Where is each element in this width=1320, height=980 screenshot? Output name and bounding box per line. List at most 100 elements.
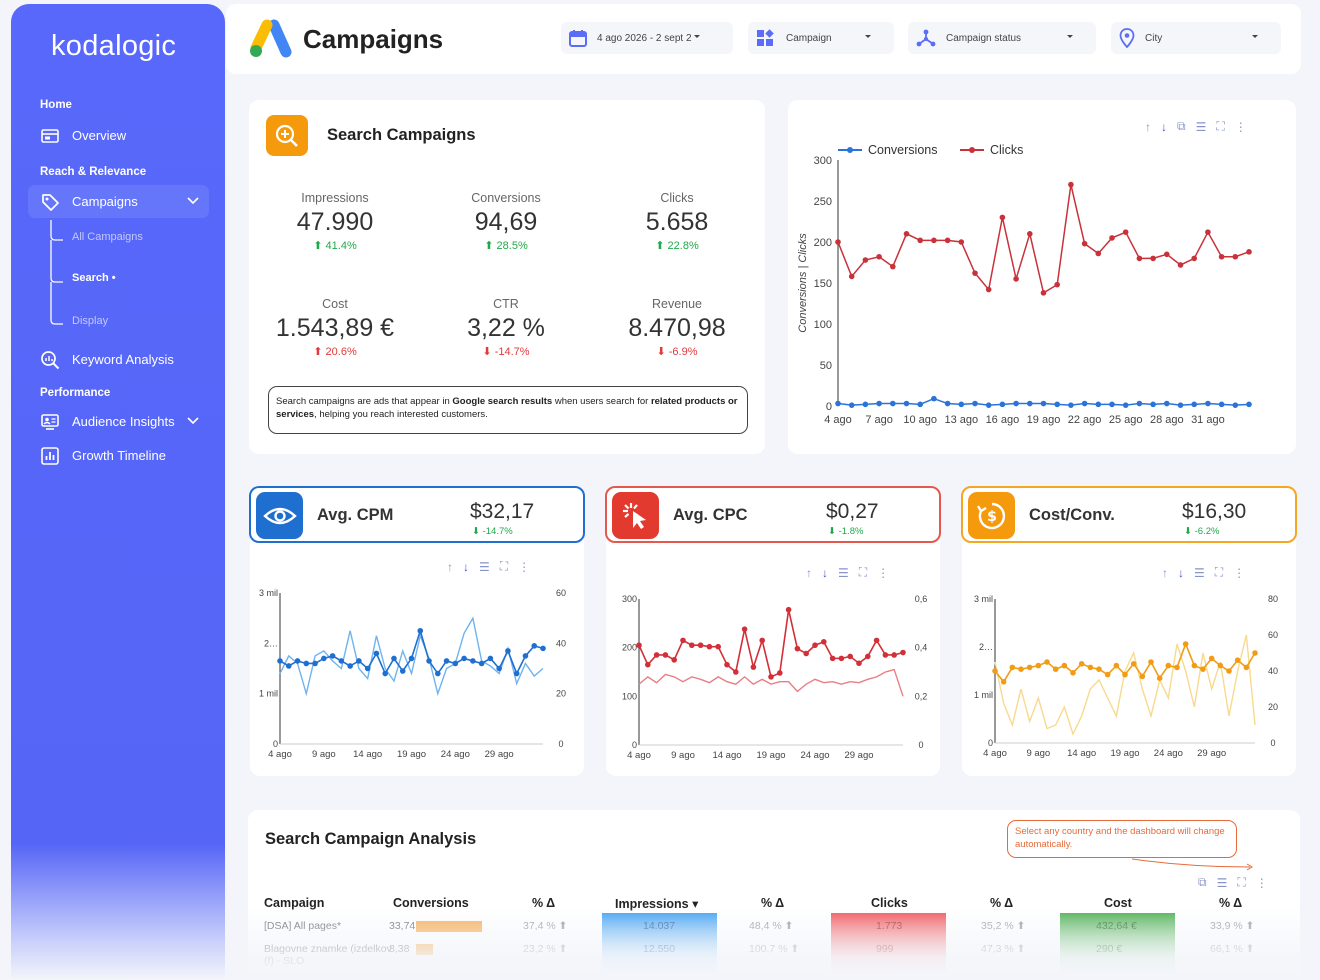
primary-point[interactable] xyxy=(697,642,704,649)
conversions-point[interactable] xyxy=(876,400,882,407)
clicks-point[interactable] xyxy=(1095,250,1102,257)
clicks-point[interactable] xyxy=(1013,276,1019,282)
primary-point[interactable] xyxy=(856,660,862,667)
conversions-point[interactable] xyxy=(1191,401,1197,408)
col-header-cost[interactable]: Cost xyxy=(1104,896,1132,910)
more-icon[interactable]: ⋮ xyxy=(1234,119,1247,134)
primary-point[interactable] xyxy=(312,660,318,667)
primary-point[interactable] xyxy=(461,655,467,662)
primary-point[interactable] xyxy=(1156,675,1163,681)
col-header-conversions[interactable]: Conversions xyxy=(393,896,469,910)
avg-cpc-card[interactable]: Avg. CPC $0,27 ⬇ -1.8% xyxy=(605,486,941,543)
sidebar-item-keyword[interactable]: Keyword Analysis xyxy=(28,343,209,376)
more-icon[interactable]: ⋮ xyxy=(518,559,531,574)
primary-point[interactable] xyxy=(329,653,336,659)
primary-point[interactable] xyxy=(1174,664,1180,671)
primary-point[interactable] xyxy=(645,661,651,668)
primary-point[interactable] xyxy=(662,652,669,658)
clicks-point[interactable] xyxy=(835,239,841,245)
col-header-conv-delta[interactable]: % Δ xyxy=(532,896,556,910)
primary-point[interactable] xyxy=(452,660,459,667)
primary-point[interactable] xyxy=(1000,679,1007,685)
clicks-point[interactable] xyxy=(1122,229,1129,235)
primary-point[interactable] xyxy=(1122,671,1128,678)
sort-up-icon[interactable]: ↑ xyxy=(1162,565,1168,580)
primary-point[interactable] xyxy=(1148,659,1154,665)
primary-point[interactable] xyxy=(505,648,511,654)
primary-point[interactable] xyxy=(1234,657,1241,663)
clicks-point[interactable] xyxy=(890,263,896,270)
primary-point[interactable] xyxy=(285,663,292,669)
primary-point[interactable] xyxy=(803,650,809,657)
conversions-point[interactable] xyxy=(1109,401,1115,408)
primary-point[interactable] xyxy=(426,658,432,664)
filter-icon[interactable]: ☰ xyxy=(1216,875,1228,890)
sidebar-item-campaigns[interactable]: Campaigns xyxy=(28,185,209,218)
sidebar-sub-display[interactable]: Display xyxy=(72,315,109,327)
conversions-point[interactable] xyxy=(903,400,910,407)
clicks-point[interactable] xyxy=(985,286,992,293)
primary-point[interactable] xyxy=(733,669,739,675)
primary-point[interactable] xyxy=(1165,662,1172,669)
primary-point[interactable] xyxy=(1078,661,1085,667)
primary-point[interactable] xyxy=(1139,673,1146,680)
primary-point[interactable] xyxy=(992,668,998,674)
clicks-point[interactable] xyxy=(1232,253,1239,260)
sort-up-icon[interactable]: ↑ xyxy=(447,559,453,574)
clicks-point[interactable] xyxy=(1040,290,1047,296)
primary-point[interactable] xyxy=(812,642,818,649)
primary-point[interactable] xyxy=(1200,666,1206,672)
conversions-point[interactable] xyxy=(1122,402,1129,408)
primary-point[interactable] xyxy=(1035,662,1042,669)
primary-point[interactable] xyxy=(768,674,774,680)
primary-point[interactable] xyxy=(900,649,906,656)
primary-point[interactable] xyxy=(785,606,792,613)
sidebar-item-audience[interactable]: Audience Insights xyxy=(28,405,209,438)
clicks-point[interactable] xyxy=(1246,249,1252,255)
clicks-point[interactable] xyxy=(1068,181,1074,188)
primary-point[interactable] xyxy=(496,665,502,672)
conversions-point[interactable] xyxy=(1218,401,1225,408)
clicks-point[interactable] xyxy=(1191,255,1197,262)
campaign-status-filter[interactable]: Campaign status xyxy=(908,22,1096,54)
primary-point[interactable] xyxy=(847,653,853,660)
conversions-point[interactable] xyxy=(1027,400,1033,407)
conversions-point[interactable] xyxy=(1177,402,1184,408)
col-header-clicks-delta[interactable]: % Δ xyxy=(990,896,1014,910)
sort-down-icon[interactable]: ↓ xyxy=(463,559,469,574)
primary-point[interactable] xyxy=(680,637,686,644)
primary-point[interactable] xyxy=(487,655,494,662)
col-header-clicks[interactable]: Clicks xyxy=(871,896,908,910)
primary-point[interactable] xyxy=(689,642,695,649)
conversions-point[interactable] xyxy=(931,395,937,402)
primary-point[interactable] xyxy=(1252,650,1258,656)
conversions-point[interactable] xyxy=(1013,400,1019,407)
primary-point[interactable] xyxy=(1009,664,1016,671)
filter-icon[interactable]: ☰ xyxy=(1194,565,1205,580)
clicks-point[interactable] xyxy=(958,239,965,245)
sidebar-sub-all-campaigns[interactable]: All Campaigns xyxy=(72,231,143,243)
clicks-point[interactable] xyxy=(862,257,869,263)
conversions-point[interactable] xyxy=(890,400,896,407)
clicks-point[interactable] xyxy=(972,270,978,276)
primary-point[interactable] xyxy=(1226,668,1232,674)
primary-point[interactable] xyxy=(277,658,283,664)
filter-icon[interactable]: ☰ xyxy=(479,559,490,574)
primary-point[interactable] xyxy=(1087,664,1094,671)
primary-point[interactable] xyxy=(531,643,538,649)
clicks-point[interactable] xyxy=(1027,231,1033,237)
primary-point[interactable] xyxy=(294,658,301,664)
avg-cpm-card[interactable]: Avg. CPM $32,17 ⬇ -14.7% xyxy=(249,486,585,543)
conversions-point[interactable] xyxy=(1205,400,1211,407)
sidebar-item-growth[interactable]: Growth Timeline xyxy=(28,439,209,472)
col-header-impr-delta[interactable]: % Δ xyxy=(761,896,785,910)
clicks-point[interactable] xyxy=(1109,235,1115,241)
primary-point[interactable] xyxy=(1044,659,1050,665)
fullscreen-icon[interactable]: ⛶ xyxy=(1216,119,1225,133)
primary-point[interactable] xyxy=(1217,662,1224,669)
legend-item[interactable]: Conversions xyxy=(838,143,937,157)
sort-up-icon[interactable]: ↑ xyxy=(1145,119,1151,134)
clicks-point[interactable] xyxy=(917,237,923,244)
conversions-point[interactable] xyxy=(1040,400,1047,407)
primary-point[interactable] xyxy=(865,653,871,660)
